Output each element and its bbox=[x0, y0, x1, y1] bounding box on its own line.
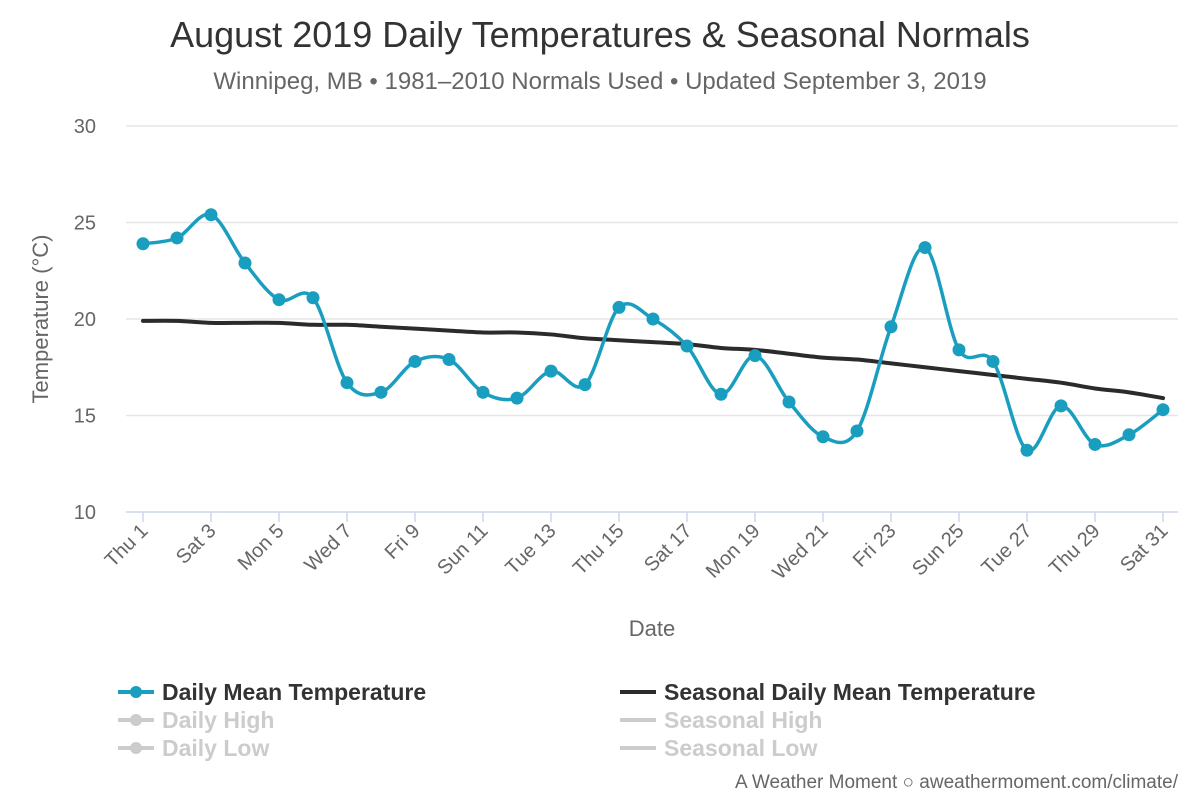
legend-label: Seasonal Low bbox=[664, 734, 818, 761]
data-point-daily-mean bbox=[170, 231, 184, 245]
data-point-daily-mean bbox=[544, 364, 558, 378]
y-axis-title: Temperature (°C) bbox=[28, 235, 53, 404]
x-axis-title: Date bbox=[629, 616, 675, 641]
legend-line-icon bbox=[620, 706, 656, 734]
x-tick-label: Fri 23 bbox=[849, 520, 901, 572]
y-tick-label: 10 bbox=[74, 502, 96, 524]
x-tick-label: Fri 9 bbox=[381, 520, 425, 564]
x-tick-label: Sat 31 bbox=[1116, 520, 1172, 576]
x-tick-label: Thu 15 bbox=[569, 520, 629, 580]
legend-line-icon bbox=[620, 678, 656, 706]
data-point-daily-mean bbox=[476, 385, 490, 399]
data-point-daily-mean bbox=[816, 430, 830, 444]
data-point-daily-mean bbox=[748, 349, 762, 363]
data-point-daily-mean bbox=[1122, 428, 1136, 442]
data-point-daily-mean bbox=[1020, 443, 1034, 457]
y-tick-label: 25 bbox=[74, 213, 96, 235]
credits-link[interactable]: A Weather Moment ○ aweathermoment.com/cl… bbox=[734, 772, 1178, 793]
y-tick-label: 20 bbox=[74, 309, 96, 331]
data-point-daily-mean bbox=[646, 312, 660, 326]
data-point-daily-mean bbox=[374, 385, 388, 399]
data-point-daily-mean bbox=[782, 395, 796, 409]
x-tick-label: Sat 17 bbox=[640, 520, 696, 576]
data-point-daily-mean bbox=[408, 354, 422, 368]
series-line-seasonal-mean bbox=[141, 318, 1165, 401]
data-point-daily-mean bbox=[884, 320, 898, 334]
data-point-daily-mean bbox=[238, 256, 252, 270]
legend-item-daily-high[interactable]: Daily High bbox=[118, 706, 274, 734]
legend-label: Daily Low bbox=[162, 734, 270, 761]
x-tick-label: Sun 11 bbox=[433, 520, 492, 579]
data-point-daily-mean bbox=[850, 424, 864, 438]
data-point-daily-mean bbox=[680, 339, 694, 353]
legend-item-daily-mean[interactable]: Daily Mean Temperature bbox=[118, 678, 426, 706]
legend-label: Daily High bbox=[162, 706, 275, 733]
legend-line-marker-icon bbox=[118, 706, 154, 734]
data-point-daily-mean bbox=[612, 300, 626, 314]
data-point-daily-mean bbox=[204, 208, 218, 222]
data-point-daily-mean bbox=[306, 291, 320, 305]
data-point-daily-mean bbox=[578, 378, 592, 392]
data-point-daily-mean bbox=[986, 354, 1000, 368]
data-point-daily-mean bbox=[1156, 403, 1170, 417]
data-point-daily-mean bbox=[714, 387, 728, 401]
legend-line-marker-icon bbox=[118, 734, 154, 762]
legend-item-seasonal-mean[interactable]: Seasonal Daily Mean Temperature bbox=[620, 678, 1036, 706]
data-point-daily-mean bbox=[340, 376, 354, 390]
x-tick-label: Mon 5 bbox=[234, 520, 289, 575]
data-point-daily-mean bbox=[272, 293, 286, 307]
data-point-daily-mean bbox=[1054, 399, 1068, 413]
data-point-daily-mean bbox=[136, 237, 150, 251]
x-tick-label: Thu 1 bbox=[101, 520, 153, 572]
x-tick-label: Wed 21 bbox=[768, 520, 832, 584]
x-tick-label: Tue 13 bbox=[501, 520, 560, 579]
legend-line-icon bbox=[620, 734, 656, 762]
data-point-daily-mean bbox=[952, 343, 966, 357]
x-tick-label: Wed 7 bbox=[300, 520, 356, 576]
legend-item-seasonal-low[interactable]: Seasonal Low bbox=[620, 734, 817, 762]
data-point-daily-mean bbox=[442, 353, 456, 367]
data-point-daily-mean bbox=[918, 241, 932, 255]
legend-label: Seasonal Daily Mean Temperature bbox=[664, 678, 1036, 705]
y-tick-label: 30 bbox=[74, 116, 96, 138]
x-tick-label: Thu 29 bbox=[1045, 520, 1105, 580]
legend-line-marker-icon bbox=[118, 678, 154, 706]
legend-label: Seasonal High bbox=[664, 706, 823, 733]
data-point-daily-mean bbox=[1088, 437, 1102, 451]
x-tick-label: Tue 27 bbox=[977, 520, 1036, 579]
chart-subtitle: Winnipeg, MB • 1981–2010 Normals Used • … bbox=[213, 68, 987, 95]
legend-item-daily-low[interactable]: Daily Low bbox=[118, 734, 269, 762]
legend-label: Daily Mean Temperature bbox=[162, 678, 427, 705]
data-point-daily-mean bbox=[510, 391, 524, 405]
chart-title: August 2019 Daily Temperatures & Seasona… bbox=[170, 14, 1030, 55]
x-tick-label: Mon 19 bbox=[702, 520, 765, 583]
x-tick-label: Sat 3 bbox=[172, 520, 221, 569]
x-tick-label: Sun 25 bbox=[908, 520, 968, 580]
y-tick-label: 15 bbox=[74, 406, 96, 428]
legend-item-seasonal-high[interactable]: Seasonal High bbox=[620, 706, 822, 734]
